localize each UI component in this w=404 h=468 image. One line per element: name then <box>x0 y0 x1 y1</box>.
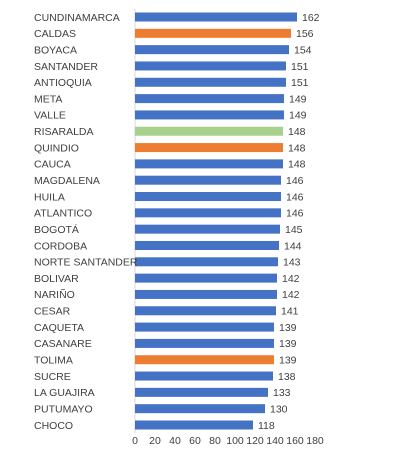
x-tick-label: 120 <box>246 435 264 447</box>
bar <box>135 387 268 397</box>
data-labels-group: 162 156 154 151 151 149 149 148 148 148 146 146 146 1… <box>258 12 320 432</box>
data-label: 162 <box>302 12 320 24</box>
data-label: 139 <box>279 338 297 350</box>
bar <box>135 404 265 414</box>
category-label: BOLIVAR <box>34 273 79 285</box>
x-tick-label: 80 <box>209 435 221 447</box>
category-label: PUTUMAYO <box>34 403 93 415</box>
data-label: 156 <box>296 28 314 40</box>
bar <box>135 192 281 202</box>
category-label: MAGDALENA <box>34 175 100 187</box>
bar <box>135 77 286 87</box>
category-label: CASANARE <box>34 338 92 350</box>
bar <box>135 338 274 348</box>
bar <box>135 322 274 332</box>
data-label: 146 <box>286 175 304 187</box>
data-label: 149 <box>289 93 307 105</box>
category-label: RISARALDA <box>34 126 94 138</box>
bar <box>135 306 276 316</box>
bar <box>135 126 283 136</box>
data-label: 130 <box>270 403 288 415</box>
bar <box>135 159 283 169</box>
category-label: SUCRE <box>34 371 71 383</box>
data-label: 143 <box>283 257 301 269</box>
bar <box>135 224 280 234</box>
bar <box>135 45 289 55</box>
category-label: NORTE SANTANDER <box>34 257 138 269</box>
bar <box>135 110 284 120</box>
bar <box>135 420 253 430</box>
bar <box>135 240 279 250</box>
data-label: 144 <box>284 240 302 252</box>
data-label: 138 <box>278 371 296 383</box>
x-tick-label: 100 <box>226 435 244 447</box>
bar <box>135 12 297 22</box>
x-tick-label: 40 <box>169 435 181 447</box>
bar <box>135 355 274 365</box>
category-label: CHOCO <box>34 420 73 432</box>
data-label: 145 <box>285 224 303 236</box>
category-label: VALLE <box>34 110 66 122</box>
category-label: ANTIOQUIA <box>34 77 92 89</box>
data-label: 142 <box>282 273 300 285</box>
bar <box>135 143 283 153</box>
category-label: CESAR <box>34 306 71 318</box>
x-tick-label: 0 <box>132 435 138 447</box>
x-tick-label: 160 <box>286 435 304 447</box>
category-label: SANTANDER <box>34 61 98 73</box>
data-label: 142 <box>282 289 300 301</box>
x-tick-labels-group: 0 20 40 60 80 100 120 140 160 180 <box>132 435 324 447</box>
category-label: ATLANTICO <box>34 208 92 220</box>
bar <box>135 371 273 381</box>
x-tick-label: 20 <box>149 435 161 447</box>
category-labels-group: CUNDINAMARCA CALDAS BOYACA SANTANDER ANTIOQU… <box>34 12 138 432</box>
category-label: QUINDIO <box>34 142 79 154</box>
bar <box>135 28 291 38</box>
x-tick-label: 140 <box>266 435 284 447</box>
category-label: META <box>34 93 62 105</box>
data-label: 139 <box>279 322 297 334</box>
x-tick-label: 60 <box>189 435 201 447</box>
x-tick-label: 180 <box>306 435 324 447</box>
data-label: 149 <box>289 110 307 122</box>
category-label: CALDAS <box>34 28 76 40</box>
data-label: 146 <box>286 191 304 203</box>
data-label: 154 <box>294 44 312 56</box>
category-label: NARIÑO <box>34 288 75 301</box>
category-label: CUNDINAMARCA <box>34 12 120 24</box>
data-label: 139 <box>279 355 297 367</box>
data-label: 141 <box>281 306 299 318</box>
data-label: 148 <box>288 159 306 171</box>
data-label: 151 <box>291 77 309 89</box>
category-label: TOLIMA <box>34 355 73 367</box>
bar <box>135 61 286 71</box>
bar <box>135 175 281 185</box>
data-label: 148 <box>288 142 306 154</box>
bars-group <box>135 12 297 430</box>
bar <box>135 208 281 218</box>
data-label: 146 <box>286 208 304 220</box>
category-label: BOGOTÁ <box>34 223 79 236</box>
category-label: CAQUETA <box>34 322 84 334</box>
data-label: 148 <box>288 126 306 138</box>
category-label: HUILA <box>34 191 65 203</box>
bar <box>135 94 284 104</box>
data-label: 118 <box>258 420 275 432</box>
data-label: 151 <box>291 61 309 73</box>
category-label: CAUCA <box>34 159 71 171</box>
category-label: LA GUAJIRA <box>34 387 95 399</box>
data-label: 133 <box>273 387 291 399</box>
category-label: CORDOBA <box>34 240 87 252</box>
category-label: BOYACA <box>34 44 77 56</box>
bar <box>135 273 277 283</box>
bar <box>135 257 278 267</box>
bar <box>135 289 277 299</box>
